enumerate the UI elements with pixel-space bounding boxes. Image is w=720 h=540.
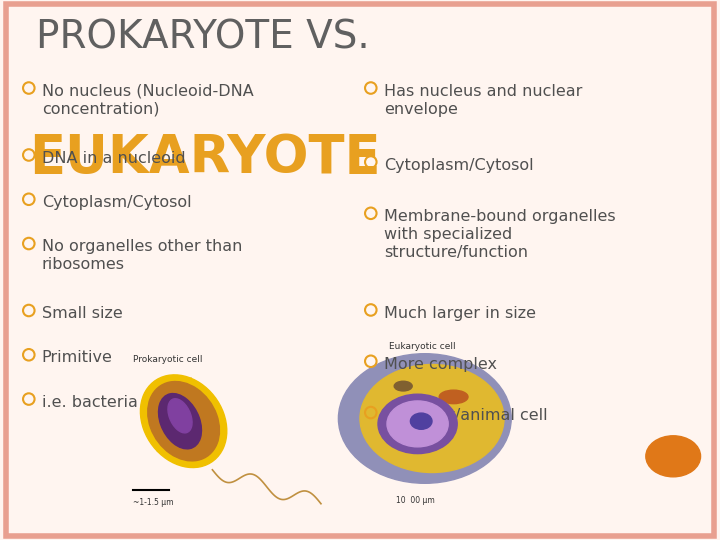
Ellipse shape — [439, 390, 468, 404]
Text: Small size: Small size — [42, 306, 122, 321]
Text: Cytoplasm/Cytosol: Cytoplasm/Cytosol — [42, 195, 192, 210]
Text: No nucleus (Nucleoid-DNA
concentration): No nucleus (Nucleoid-DNA concentration) — [42, 84, 253, 117]
Ellipse shape — [410, 413, 432, 429]
Text: i.e. bacteria: i.e. bacteria — [42, 395, 138, 410]
Text: Prokaryotic cell: Prokaryotic cell — [133, 355, 203, 364]
Circle shape — [646, 436, 701, 477]
Text: EUKARYOTE: EUKARYOTE — [29, 132, 380, 184]
Ellipse shape — [158, 394, 202, 449]
Text: More complex: More complex — [384, 357, 497, 372]
Text: Cytoplasm/Cytosol: Cytoplasm/Cytosol — [384, 158, 534, 173]
Text: i.e. plant/animal cell: i.e. plant/animal cell — [384, 408, 547, 423]
Ellipse shape — [378, 394, 457, 454]
Ellipse shape — [338, 354, 511, 483]
Ellipse shape — [394, 381, 412, 391]
Text: Primitive: Primitive — [42, 350, 112, 366]
Ellipse shape — [148, 382, 220, 461]
Ellipse shape — [140, 375, 227, 468]
Text: Much larger in size: Much larger in size — [384, 306, 536, 321]
Text: Has nucleus and nuclear
envelope: Has nucleus and nuclear envelope — [384, 84, 582, 117]
Ellipse shape — [360, 364, 504, 472]
Text: ~1-1.5 μm: ~1-1.5 μm — [133, 498, 174, 508]
Ellipse shape — [387, 401, 449, 447]
Text: Membrane-bound organelles
with specialized
structure/function: Membrane-bound organelles with specializ… — [384, 209, 616, 260]
Text: 10  00 μm: 10 00 μm — [396, 496, 435, 505]
Text: PROKARYOTE VS.: PROKARYOTE VS. — [36, 19, 370, 57]
FancyBboxPatch shape — [6, 4, 714, 536]
Text: Eukaryotic cell: Eukaryotic cell — [389, 342, 456, 351]
Ellipse shape — [168, 399, 192, 433]
Text: DNA in a nucleoid: DNA in a nucleoid — [42, 151, 185, 166]
Text: No organelles other than
ribosomes: No organelles other than ribosomes — [42, 239, 242, 272]
